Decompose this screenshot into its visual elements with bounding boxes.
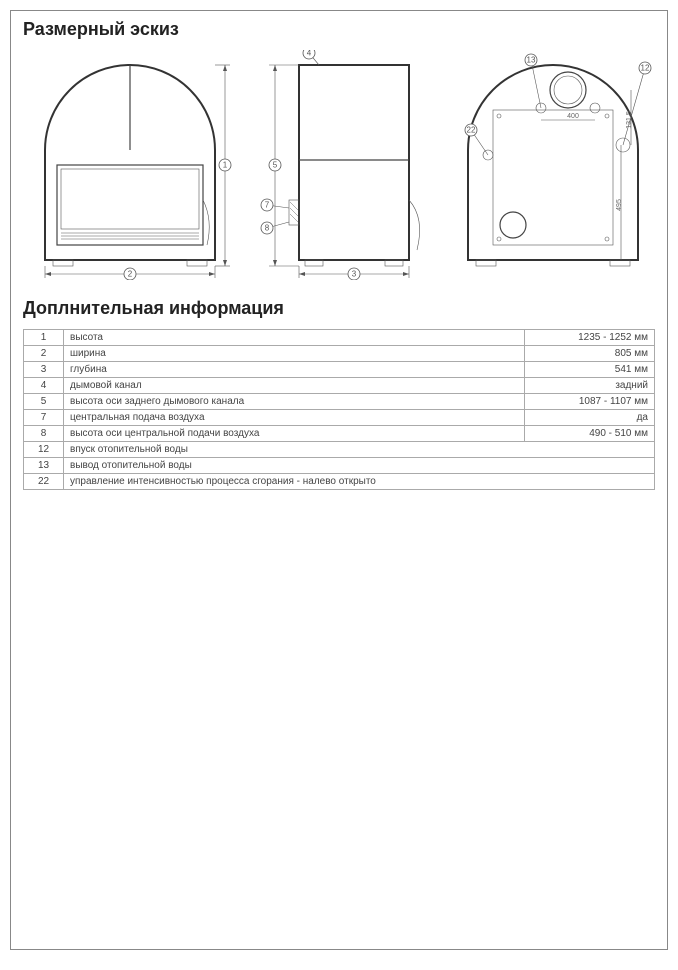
dim-131: 131.5	[626, 111, 633, 129]
row-value: 1087 - 1107 мм	[525, 394, 655, 410]
table-row: 7центральная подача воздухада	[24, 410, 655, 426]
row-value: да	[525, 410, 655, 426]
row-value: 1235 - 1252 мм	[525, 330, 655, 346]
callout-5: 5	[273, 161, 278, 170]
row-value: 805 мм	[525, 346, 655, 362]
table-row: 2ширина805 мм	[24, 346, 655, 362]
table-row: 13вывод отопительной воды	[24, 458, 655, 474]
row-index: 12	[24, 442, 64, 458]
row-index: 4	[24, 378, 64, 394]
row-index: 22	[24, 474, 64, 490]
row-label: высота	[64, 330, 525, 346]
row-label: дымовой канал	[64, 378, 525, 394]
callout-12: 12	[641, 64, 650, 73]
page-container: Размерный эскиз	[10, 10, 668, 950]
row-index: 8	[24, 426, 64, 442]
row-label: вывод отопительной воды	[64, 458, 655, 474]
row-value: 541 мм	[525, 362, 655, 378]
row-value: задний	[525, 378, 655, 394]
table-row: 4дымовой каналзадний	[24, 378, 655, 394]
row-label: глубина	[64, 362, 525, 378]
table-row: 5высота оси заднего дымового канала1087 …	[24, 394, 655, 410]
row-index: 1	[24, 330, 64, 346]
callout-7: 7	[265, 201, 270, 210]
back-view: 13 12 22 400 131.5 495	[453, 50, 653, 280]
row-label: высота оси центральной подачи воздуха	[64, 426, 525, 442]
callout-13: 13	[527, 56, 536, 65]
front-view: 1 2	[25, 50, 235, 280]
dim-400: 400	[567, 113, 579, 120]
row-index: 7	[24, 410, 64, 426]
sketch-title: Размерный эскиз	[23, 19, 655, 40]
callout-22: 22	[467, 126, 476, 135]
spec-table: 1высота1235 - 1252 мм2ширина805 мм3глуби…	[23, 329, 655, 490]
row-index: 2	[24, 346, 64, 362]
dim-495: 495	[616, 199, 623, 211]
callout-1: 1	[223, 161, 228, 170]
row-label: центральная подача воздуха	[64, 410, 525, 426]
row-label: высота оси заднего дымового канала	[64, 394, 525, 410]
table-row: 22управление интенсивностью процесса сго…	[24, 474, 655, 490]
callout-8: 8	[265, 224, 270, 233]
table-row: 12впуск отопительной воды	[24, 442, 655, 458]
table-row: 8высота оси центральной подачи воздуха49…	[24, 426, 655, 442]
table-row: 1высота1235 - 1252 мм	[24, 330, 655, 346]
info-title: Доплнительная информация	[23, 298, 655, 319]
callout-2: 2	[128, 270, 133, 279]
row-label: ширина	[64, 346, 525, 362]
row-index: 13	[24, 458, 64, 474]
table-row: 3глубина541 мм	[24, 362, 655, 378]
callout-4: 4	[307, 50, 312, 58]
row-index: 5	[24, 394, 64, 410]
row-label: впуск отопительной воды	[64, 442, 655, 458]
callout-3: 3	[352, 270, 357, 279]
row-label: управление интенсивностью процесса сгора…	[64, 474, 655, 490]
row-index: 3	[24, 362, 64, 378]
row-value: 490 - 510 мм	[525, 426, 655, 442]
diagram-row: 1 2	[23, 50, 655, 280]
side-view: 5 7 8 4 3	[259, 50, 429, 280]
